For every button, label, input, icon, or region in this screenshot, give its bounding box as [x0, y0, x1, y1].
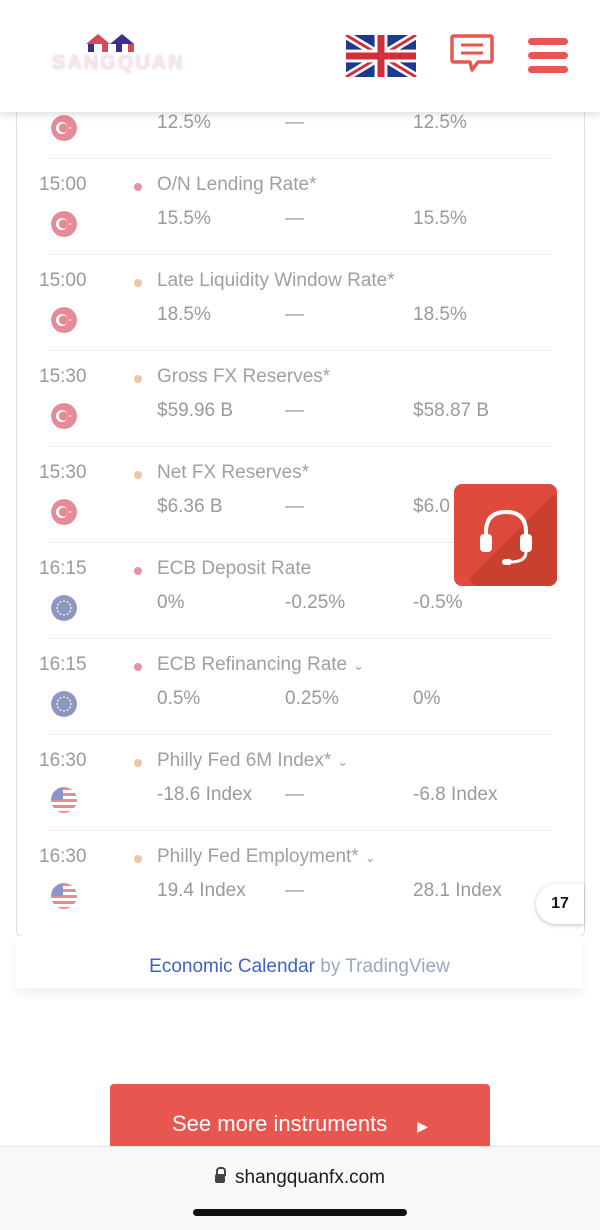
event-time: 16:30: [39, 846, 87, 867]
by-tradingview-text: by TradingView: [314, 956, 450, 977]
event-time: 16:15: [39, 654, 87, 675]
site-logo[interactable]: SANGQUAN: [52, 30, 185, 82]
prior-value: $6.0: [413, 496, 450, 517]
importance-dot-icon: [134, 375, 142, 383]
turkey-flag-icon: [51, 499, 77, 525]
hamburger-menu-icon[interactable]: [528, 38, 568, 74]
chevron-down-icon[interactable]: ⌄: [364, 850, 376, 865]
event-name: O/N Lending Rate*: [157, 174, 317, 195]
table-row[interactable]: 16:15 ECB Refinancing Rate ⌄ 0.5% 0.25% 0…: [39, 638, 551, 735]
forecast-value: —: [285, 784, 304, 805]
turkey-flag-icon: [51, 115, 77, 141]
turkey-flag-icon: [51, 403, 77, 429]
actual-value: 0.5%: [157, 688, 201, 709]
url-text: shangquanfx.com: [235, 1167, 385, 1188]
support-button[interactable]: [454, 484, 557, 586]
prior-value: 0%: [413, 688, 441, 709]
actual-value: 19.4 Index: [157, 880, 246, 901]
table-row[interactable]: 16:30 Philly Fed 6M Index* ⌄ -18.6 Index …: [39, 734, 551, 831]
event-name: Net FX Reserves*: [157, 462, 310, 483]
actual-value: 12.5%: [157, 112, 211, 133]
us-flag-icon: [51, 787, 77, 813]
table-row[interactable]: 15:30 Gross FX Reserves* $59.96 B — $58.…: [39, 350, 551, 447]
forecast-value: —: [285, 112, 304, 133]
tradingview-logo-icon[interactable]: 17: [536, 884, 584, 924]
turkey-flag-icon: [51, 307, 77, 333]
prior-value: 15.5%: [413, 208, 467, 229]
lock-icon: [215, 1167, 226, 1183]
table-row[interactable]: 16:15 ECB Deposit Rate 0% -0.25% -0.5%: [39, 542, 551, 639]
us-flag-icon: [51, 883, 77, 909]
table-row[interactable]: 16:30 Philly Fed Employment* ⌄ 19.4 Index…: [39, 830, 551, 926]
event-name-text: ECB Refinancing Rate: [157, 654, 348, 675]
actual-value: 0%: [157, 592, 185, 613]
importance-dot-icon: [134, 663, 142, 671]
event-name: ECB Refinancing Rate ⌄: [157, 654, 364, 676]
table-row[interactable]: 15:30 Net FX Reserves* $6.36 B — $6.0: [39, 446, 551, 543]
importance-dot-icon: [134, 471, 142, 479]
site-header: SANGQUAN: [0, 0, 600, 112]
headset-icon: [480, 509, 532, 565]
cta-label: See more instruments: [172, 1111, 388, 1136]
prior-value: -0.5%: [413, 592, 463, 613]
table-row[interactable]: 15:00 Late Liquidity Window Rate* 18.5% …: [39, 254, 551, 351]
chevron-down-icon[interactable]: ⌄: [337, 754, 349, 769]
economic-calendar-link[interactable]: Economic Calendar: [149, 956, 315, 977]
eu-flag-icon: [51, 595, 77, 621]
calendar-attribution: Economic Calendar by TradingView: [16, 936, 583, 988]
prior-value: $58.87 B: [413, 400, 490, 421]
actual-value: 18.5%: [157, 304, 211, 325]
see-more-instruments-button[interactable]: See more instruments ▶: [110, 1084, 490, 1148]
prior-value: 28.1 Index: [413, 880, 502, 901]
importance-dot-icon: [134, 567, 142, 575]
actual-value: $6.36 B: [157, 496, 223, 517]
importance-dot-icon: [134, 279, 142, 287]
table-row[interactable]: 12.5% — 12.5%: [49, 100, 551, 159]
play-arrow-icon: ▶: [417, 1118, 428, 1134]
economic-calendar-widget: 12.5% — 12.5% 15:00 O/N Lending Rate* 15…: [16, 100, 585, 937]
actual-value: 15.5%: [157, 208, 211, 229]
event-name: Philly Fed Employment* ⌄: [157, 846, 376, 868]
event-name: ECB Deposit Rate: [157, 558, 312, 579]
event-time: 16:30: [39, 750, 87, 771]
event-time: 15:00: [39, 270, 87, 291]
prior-value: 12.5%: [413, 112, 467, 133]
logo-emblem-icon: [86, 34, 134, 52]
url-display[interactable]: shangquanfx.com: [0, 1167, 600, 1189]
home-indicator[interactable]: [193, 1209, 407, 1216]
event-name-text: Philly Fed Employment*: [157, 846, 359, 867]
chat-icon[interactable]: [448, 30, 496, 78]
uk-flag-icon[interactable]: [345, 35, 417, 77]
prior-value: -6.8 Index: [413, 784, 498, 805]
event-time: 15:30: [39, 366, 87, 387]
forecast-value: —: [285, 880, 304, 901]
forecast-value: —: [285, 304, 304, 325]
importance-dot-icon: [134, 183, 142, 191]
table-row[interactable]: 15:00 O/N Lending Rate* 15.5% — 15.5%: [39, 158, 551, 255]
actual-value: $59.96 B: [157, 400, 234, 421]
forecast-value: —: [285, 496, 304, 517]
importance-dot-icon: [134, 855, 142, 863]
forecast-value: —: [285, 208, 304, 229]
actual-value: -18.6 Index: [157, 784, 253, 805]
event-name: Philly Fed 6M Index* ⌄: [157, 750, 348, 772]
event-time: 15:00: [39, 174, 87, 195]
event-name: Gross FX Reserves*: [157, 366, 331, 387]
chevron-down-icon[interactable]: ⌄: [353, 658, 365, 673]
importance-dot-icon: [134, 759, 142, 767]
eu-flag-icon: [51, 691, 77, 717]
event-time: 16:15: [39, 558, 87, 579]
forecast-value: -0.25%: [285, 592, 346, 613]
turkey-flag-icon: [51, 211, 77, 237]
logo-text: SANGQUAN: [52, 52, 185, 74]
prior-value: 18.5%: [413, 304, 467, 325]
event-name: Late Liquidity Window Rate*: [157, 270, 395, 291]
event-name-text: Philly Fed 6M Index*: [157, 750, 332, 771]
forecast-value: —: [285, 400, 304, 421]
forecast-value: 0.25%: [285, 688, 339, 709]
event-time: 15:30: [39, 462, 87, 483]
browser-address-bar: shangquanfx.com: [0, 1146, 600, 1230]
